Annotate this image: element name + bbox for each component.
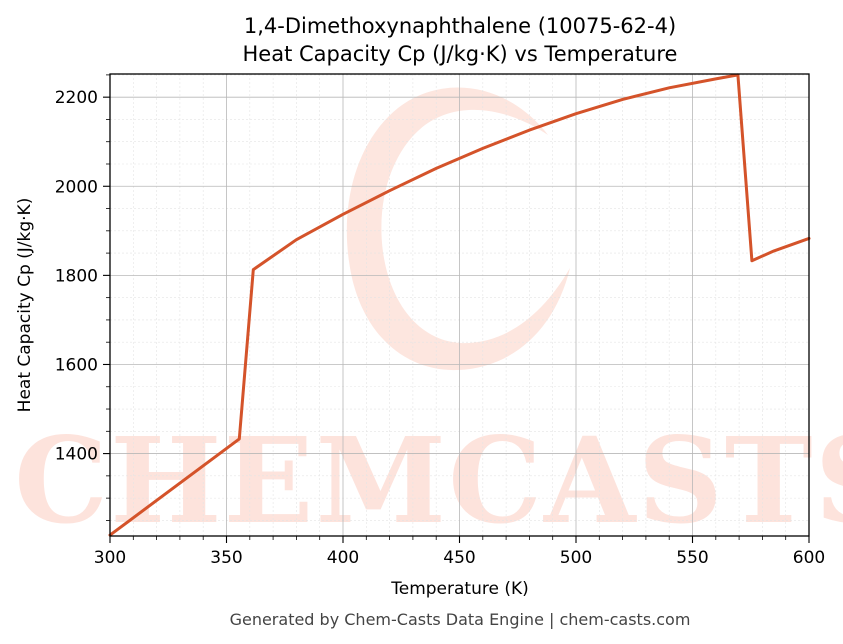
x-axis: 300 350 400 450 500 550 600 bbox=[94, 536, 825, 568]
x-tick-label: 500 bbox=[560, 548, 592, 568]
x-tick-label: 550 bbox=[676, 548, 708, 568]
y-tick-label: 2000 bbox=[55, 177, 98, 197]
y-axis-label: Heat Capacity Cp (J/kg·K) bbox=[15, 198, 35, 413]
watermark: CHEMCASTS bbox=[14, 87, 843, 550]
chart-subtitle: Heat Capacity Cp (J/kg·K) vs Temperature bbox=[243, 42, 678, 66]
series-line bbox=[108, 73, 811, 537]
x-axis-label: Temperature (K) bbox=[390, 579, 529, 599]
x-tick-label: 450 bbox=[443, 548, 475, 568]
watermark-text: CHEMCASTS bbox=[14, 411, 843, 550]
y-tick-label: 1400 bbox=[55, 445, 98, 465]
x-tick-label: 350 bbox=[210, 548, 242, 568]
footer-credit: Generated by Chem-Casts Data Engine | ch… bbox=[230, 610, 691, 629]
y-tick-label: 1600 bbox=[55, 355, 98, 375]
y-axis: 1400 1600 1800 2000 2200 bbox=[55, 74, 110, 521]
x-tick-label: 400 bbox=[327, 548, 359, 568]
x-tick-label: 600 bbox=[793, 548, 825, 568]
y-tick-label: 2200 bbox=[55, 88, 98, 108]
chart-title: 1,4-Dimethoxynaphthalene (10075-62-4) bbox=[244, 14, 676, 38]
x-tick-label: 300 bbox=[94, 548, 126, 568]
series-layer bbox=[108, 73, 811, 537]
y-tick-label: 1800 bbox=[55, 266, 98, 286]
